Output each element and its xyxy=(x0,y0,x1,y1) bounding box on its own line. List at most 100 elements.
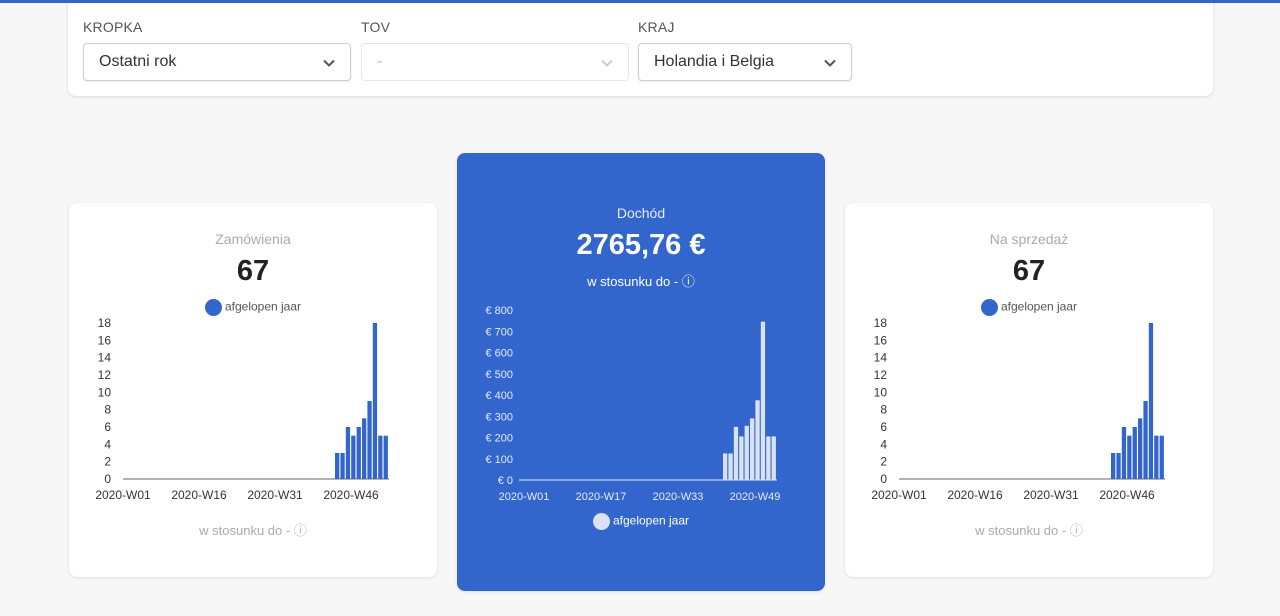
tov-select-value: - xyxy=(377,53,383,70)
y-tick-label: 6 xyxy=(104,420,111,434)
chart-bar[interactable] xyxy=(760,321,766,480)
sales-legend[interactable]: afgelopen jaar xyxy=(845,299,1213,316)
x-tick-label: 2020-W16 xyxy=(171,488,227,502)
chart-bar[interactable] xyxy=(1143,401,1148,479)
revenue-chart: € 0 € 100 € 200 € 300 € 400 € 500 € 600 € 700 € … xyxy=(485,305,781,503)
chart-bar[interactable] xyxy=(372,323,378,479)
chart-bar[interactable] xyxy=(733,426,739,480)
y-tick-label: 14 xyxy=(874,351,888,365)
orders-chart: 0 2 4 6 8 10 12 14 16 18 2020-W01 2020-W16 2020-W31 2… xyxy=(95,316,389,502)
y-tick-label: 4 xyxy=(104,437,111,451)
y-tick-label: € 200 xyxy=(485,433,513,445)
y-tick-label: 10 xyxy=(98,385,112,399)
chart-bar[interactable] xyxy=(723,453,728,480)
period-select[interactable]: Ostatni rok xyxy=(83,43,351,81)
legend-dot-icon xyxy=(980,299,998,316)
chart-bar[interactable] xyxy=(728,453,733,480)
chevron-down-icon xyxy=(601,59,613,67)
info-icon[interactable]: ⓘ xyxy=(293,523,307,538)
legend-dot-icon xyxy=(204,299,222,316)
country-select[interactable]: Holandia i Belgia xyxy=(638,43,852,81)
info-icon[interactable]: ⓘ xyxy=(1069,523,1083,538)
y-tick-label: € 500 xyxy=(485,369,513,381)
y-tick-label: € 600 xyxy=(485,348,513,360)
x-tick-label: 2020-W01 xyxy=(871,488,927,502)
sales-chart: 0 2 4 6 8 10 12 14 16 18 2020-W01 2020-W16 2020-W31 2… xyxy=(871,316,1165,502)
chart-bar[interactable] xyxy=(340,453,345,479)
y-tick-label: 6 xyxy=(880,420,887,434)
chart-bar[interactable] xyxy=(1154,435,1159,479)
orders-legend[interactable]: afgelopen jaar xyxy=(69,299,437,316)
chart-bar[interactable] xyxy=(1132,427,1137,479)
tov-select[interactable]: - xyxy=(361,43,629,81)
country-filter-label: KRAJ xyxy=(638,19,675,35)
y-tick-label: € 400 xyxy=(485,390,513,402)
chart-bar[interactable] xyxy=(1121,427,1127,479)
sales-compare: w stosunku do - ⓘ xyxy=(845,520,1213,539)
orders-title: Zamówienia xyxy=(215,231,291,247)
chart-bar[interactable] xyxy=(1138,418,1143,479)
y-tick-label: € 100 xyxy=(485,454,513,466)
revenue-value: 2765,76 € xyxy=(576,229,706,261)
chevron-down-icon xyxy=(323,59,335,67)
filter-panel: KROPKA Ostatni rok TOV - KRAJ Holandia i… xyxy=(68,3,1213,96)
y-tick-label: 10 xyxy=(874,385,888,399)
chart-bar[interactable] xyxy=(335,453,340,479)
tov-filter: TOV - xyxy=(361,17,629,81)
y-tick-label: 16 xyxy=(98,333,112,347)
x-tick-label: 2020-W49 xyxy=(730,491,781,503)
x-tick-label: 2020-W31 xyxy=(247,488,303,502)
x-tick-label: 2020-W01 xyxy=(95,488,151,502)
orders-compare: w stosunku do - ⓘ xyxy=(69,520,437,539)
y-tick-label: 8 xyxy=(104,403,111,417)
x-tick-label: 2020-W46 xyxy=(1099,488,1155,502)
period-filter: KROPKA Ostatni rok xyxy=(83,17,351,81)
chart-bar[interactable] xyxy=(345,427,351,479)
chart-bar[interactable] xyxy=(378,435,383,479)
chart-bar[interactable] xyxy=(1127,435,1132,479)
chart-bar[interactable] xyxy=(351,435,356,479)
chart-bar[interactable] xyxy=(362,418,367,479)
revenue-legend-label: afgelopen jaar xyxy=(612,513,690,528)
chart-bar[interactable] xyxy=(1148,323,1154,479)
revenue-compare: w stosunku do - ⓘ xyxy=(457,271,825,290)
chart-bar[interactable] xyxy=(367,401,372,479)
sales-title: Na sprzedaż xyxy=(989,231,1069,247)
chart-bar[interactable] xyxy=(750,418,755,480)
chart-bar[interactable] xyxy=(1111,453,1116,479)
chart-bar[interactable] xyxy=(1159,435,1164,479)
chart-bar[interactable] xyxy=(739,436,744,480)
y-tick-label: 18 xyxy=(874,316,888,330)
y-tick-label: 16 xyxy=(874,333,888,347)
chart-bar[interactable] xyxy=(766,436,771,480)
info-icon[interactable]: ⓘ xyxy=(681,274,695,289)
y-tick-label: € 700 xyxy=(485,326,513,338)
chart-bar[interactable] xyxy=(1116,453,1121,479)
chart-bar[interactable] xyxy=(383,435,388,479)
sales-legend-label: afgelopen jaar xyxy=(1000,299,1078,314)
sales-card: Na sprzedaż 67 afgelopen jaar 0 2 4 6 8 10 12 1… xyxy=(845,203,1213,577)
chart-bar[interactable] xyxy=(755,400,760,480)
y-tick-label: 12 xyxy=(98,368,112,382)
chart-bar[interactable] xyxy=(771,436,776,480)
y-tick-label: 0 xyxy=(104,472,111,486)
chart-bar[interactable] xyxy=(356,427,361,479)
x-tick-label: 2020-W31 xyxy=(1023,488,1079,502)
y-tick-label: 4 xyxy=(880,437,887,451)
x-tick-label: 2020-W46 xyxy=(323,488,379,502)
orders-card: Zamówienia 67 afgelopen jaar 0 2 4 6 8 10 12 14… xyxy=(69,203,437,577)
y-tick-label: € 800 xyxy=(485,305,513,317)
revenue-card: Dochód 2765,76 € w stosunku do - ⓘ € 0 € … xyxy=(457,153,825,591)
y-tick-label: € 300 xyxy=(485,411,513,423)
revenue-legend[interactable]: afgelopen jaar xyxy=(457,513,825,530)
y-tick-label: 0 xyxy=(880,472,887,486)
orders-compare-text: w stosunku do - xyxy=(199,523,291,538)
y-tick-label: 2 xyxy=(104,455,111,469)
y-tick-label: 14 xyxy=(98,351,112,365)
orders-legend-label: afgelopen jaar xyxy=(224,299,302,314)
revenue-title: Dochód xyxy=(616,205,666,221)
legend-dot-icon xyxy=(592,513,610,530)
sales-value: 67 xyxy=(1012,255,1046,287)
chart-bar[interactable] xyxy=(744,425,749,480)
revenue-compare-text: w stosunku do - xyxy=(587,274,679,289)
